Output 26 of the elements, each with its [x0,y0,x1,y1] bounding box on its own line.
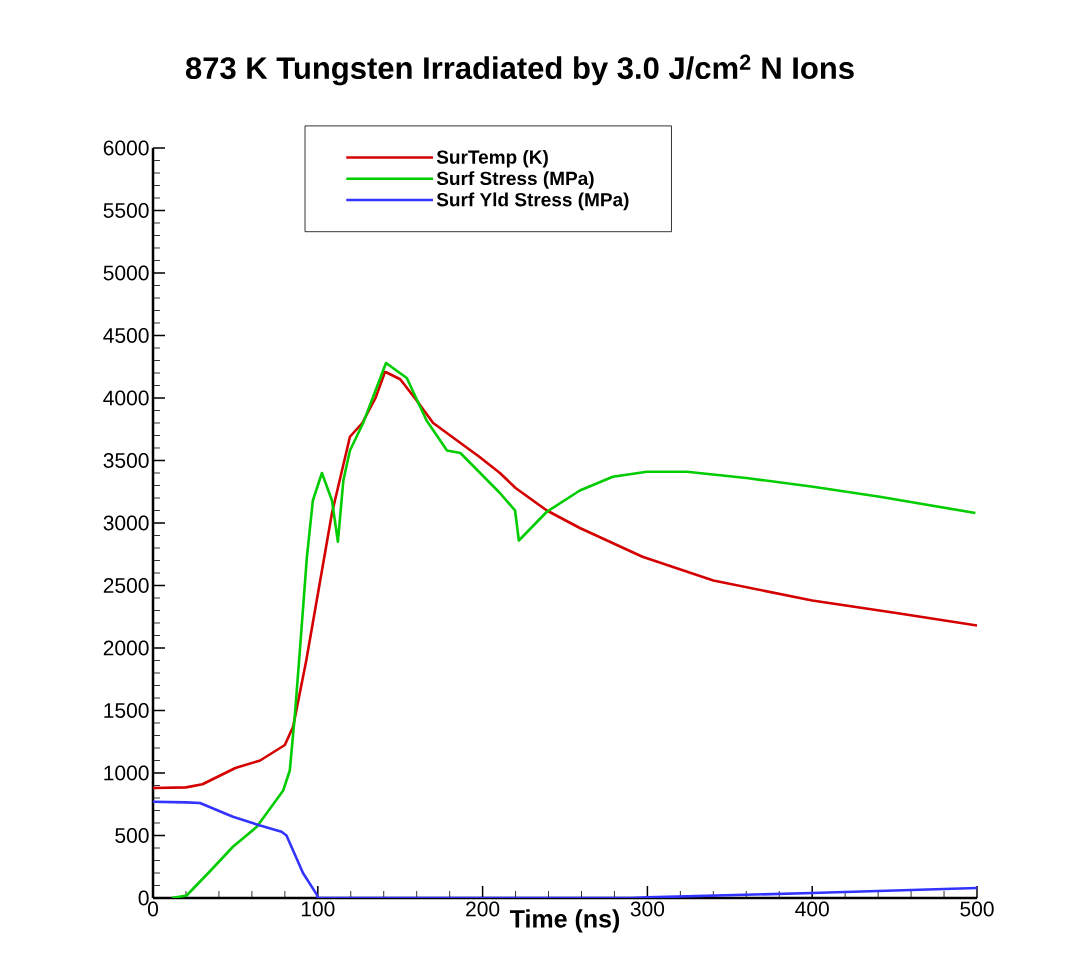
y-tick-label: 3000 [103,515,149,531]
y-tick-label: 5500 [103,203,149,218]
legend-label: SurTemp (K) [436,149,548,168]
line-series [153,370,978,790]
y-tick-label: 0 [138,890,149,906]
x-tick-label: 200 [466,901,500,917]
x-axis-title: Time (ns) [509,909,620,933]
x-tick-label: 0 [147,901,159,917]
legend-label: Surf Yld Stress (MPa) [436,192,629,211]
y-tick-label: 4000 [103,390,149,406]
x-tick-label: 400 [795,901,829,917]
x-tick-label: 500 [960,901,994,917]
y-tick-label: 1000 [104,765,149,781]
y-tick-label: 3500 [103,453,149,468]
y-tick-label: 500 [115,828,149,843]
y-tick-label: 6000 [103,140,149,156]
legend-label: Surf Stress (MPa) [436,171,594,189]
line-series [170,361,977,898]
y-tick-label: 5000 [103,265,149,281]
chart-title: 873 K Tungsten Irradiated by 3.0 J/cm$^{2}$ N Ions [185,54,854,86]
y-tick-label: 4500 [103,328,149,343]
x-tick-label: 100 [301,901,335,917]
y-tick-label: 2500 [103,578,149,593]
y-tick-label: 2000 [103,640,149,656]
x-tick-label: 300 [630,901,665,917]
y-tick-label: 1500 [104,703,149,718]
